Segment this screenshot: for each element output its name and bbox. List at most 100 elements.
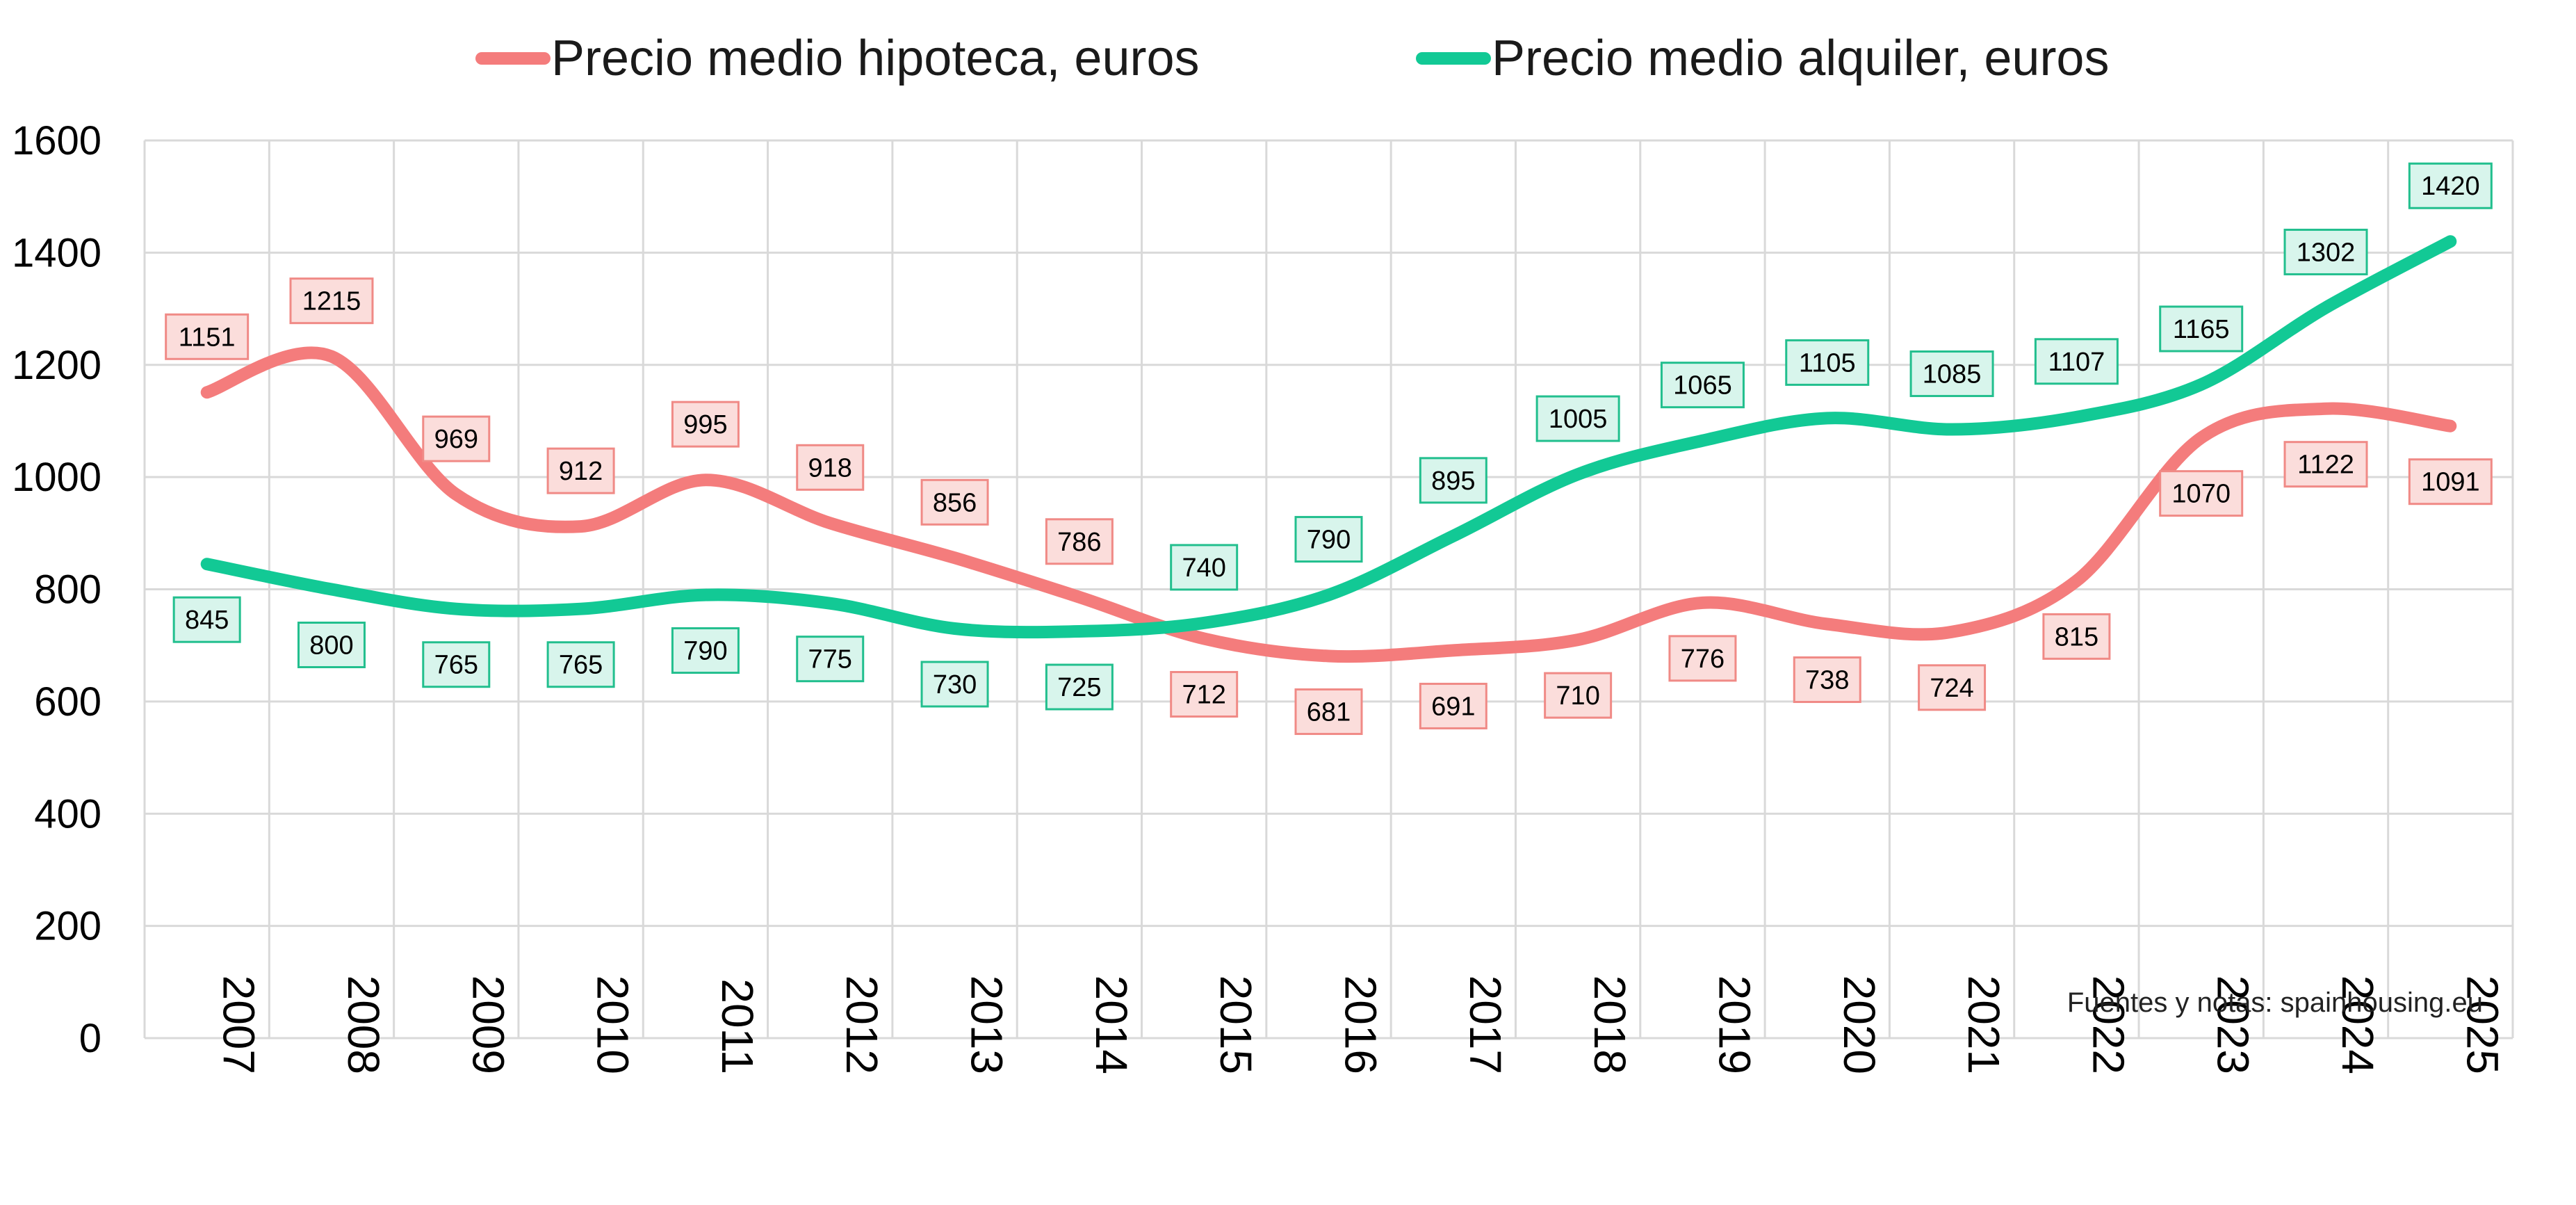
data-label: 1065	[1673, 371, 1732, 401]
data-label-box	[796, 444, 865, 491]
data-label-box	[546, 447, 615, 494]
series-lines	[200, 235, 2457, 663]
data-label-box	[2042, 613, 2111, 660]
x-tick-label: 2007	[214, 976, 264, 1074]
data-label-box	[2159, 470, 2244, 517]
legend-label-alquiler: Precio medio alquiler, euros	[1492, 31, 2109, 86]
data-label: 1085	[1923, 360, 1982, 389]
data-label-box	[2283, 228, 2368, 275]
y-tick-label: 400	[34, 791, 101, 836]
data-label-box	[1660, 362, 1745, 409]
data-label-box	[671, 401, 740, 448]
data-label-box	[1785, 339, 1870, 386]
x-tick-label: 2018	[1585, 976, 1635, 1074]
data-label: 691	[1431, 692, 1475, 721]
data-label: 1151	[179, 323, 236, 352]
y-tick-label: 1200	[12, 343, 101, 388]
data-label-box	[165, 313, 250, 360]
data-label: 776	[1681, 645, 1725, 674]
data-label: 725	[1057, 673, 1101, 702]
data-label-box	[1045, 518, 1114, 565]
data-label: 1105	[1799, 348, 1856, 378]
x-tick-label: 2010	[588, 976, 638, 1074]
data-label: 740	[1182, 553, 1225, 583]
y-axis-ticks: 0 200 400 600 800 1000 1200 1400 1600	[12, 118, 101, 1061]
y-tick-label: 800	[34, 567, 101, 613]
data-label: 800	[309, 631, 353, 661]
data-label-box	[1419, 457, 1487, 504]
data-label: 895	[1431, 467, 1475, 496]
data-label: 856	[933, 488, 977, 517]
data-label-box	[1668, 635, 1737, 682]
data-label: 1107	[2048, 348, 2105, 377]
data-label: 969	[434, 425, 478, 454]
y-tick-label: 200	[34, 904, 101, 949]
x-axis-ticks: 2007 2008 2009 2010 2011 2012 2013 2014 2015 2016…	[214, 976, 2508, 1074]
data-label: 730	[933, 670, 977, 699]
data-label: 790	[683, 637, 727, 666]
data-label-box	[796, 636, 865, 683]
data-label: 1302	[2297, 238, 2356, 267]
x-tick-label: 2020	[1834, 976, 1884, 1074]
data-label: 918	[808, 453, 852, 483]
data-label: 710	[1556, 681, 1599, 711]
x-tick-label: 2017	[1460, 976, 1510, 1074]
data-label-box	[671, 627, 740, 674]
data-label-box	[1793, 656, 1861, 704]
data-label: 765	[559, 651, 603, 680]
data-label: 790	[1307, 526, 1351, 555]
source-note: Fuentes y notas: spainhousing.eu	[2067, 987, 2483, 1018]
data-label: 681	[1307, 698, 1351, 727]
data-label: 765	[434, 651, 478, 680]
data-label: 1091	[2421, 468, 2480, 497]
data-label: 738	[1805, 666, 1849, 695]
x-tick-label: 2024	[2333, 976, 2383, 1074]
data-label-box	[2283, 441, 2368, 488]
data-label-box	[2408, 458, 2493, 506]
legend-label-hipoteca: Precio medio hipoteca, euros	[551, 31, 1200, 86]
data-label-box	[1045, 663, 1114, 711]
y-tick-label: 0	[79, 1016, 101, 1061]
data-label: 724	[1930, 674, 1973, 703]
x-tick-label: 2015	[1211, 976, 1261, 1074]
x-tick-label: 2011	[712, 978, 763, 1074]
y-tick-label: 600	[34, 679, 101, 725]
x-tick-label: 2021	[1959, 976, 2009, 1074]
data-label: 1122	[2297, 451, 2354, 480]
data-label-box	[2408, 162, 2493, 209]
data-label: 815	[2055, 622, 2098, 652]
chart-grid	[143, 139, 2514, 1040]
data-label-box	[1918, 664, 1987, 711]
x-tick-label: 2016	[1336, 976, 1386, 1074]
data-label: 1420	[2421, 172, 2480, 201]
data-label-box	[920, 661, 989, 708]
x-tick-label: 2012	[837, 976, 887, 1074]
data-label-box	[1909, 350, 1994, 398]
y-tick-label: 1400	[12, 230, 101, 275]
legend: Precio medio hipoteca, euros Precio medi…	[475, 31, 2109, 86]
series-line-1	[200, 235, 2457, 639]
data-label-box	[1170, 544, 1239, 591]
y-tick-label: 1600	[12, 118, 101, 163]
data-label: 786	[1057, 528, 1101, 557]
data-label-box	[2034, 338, 2119, 385]
data-label-box	[1294, 516, 1363, 563]
data-label-box	[1419, 682, 1487, 729]
x-tick-label: 2009	[463, 976, 513, 1074]
x-tick-label: 2025	[2457, 976, 2507, 1074]
data-label-box	[1294, 688, 1363, 736]
data-label: 1070	[2171, 480, 2231, 509]
data-label-box	[289, 277, 374, 325]
data-label: 775	[808, 645, 852, 674]
data-label: 712	[1182, 681, 1225, 710]
data-label-box	[422, 641, 491, 688]
x-tick-label: 2008	[339, 976, 389, 1074]
data-label-box	[1170, 671, 1239, 718]
x-tick-label: 2023	[2208, 976, 2258, 1074]
data-label: 912	[559, 457, 603, 486]
data-label-box	[1535, 395, 1620, 442]
data-label-box	[920, 478, 989, 526]
data-label-box	[2159, 305, 2244, 353]
data-label-box	[546, 641, 615, 688]
data-label: 1005	[1549, 405, 1608, 434]
